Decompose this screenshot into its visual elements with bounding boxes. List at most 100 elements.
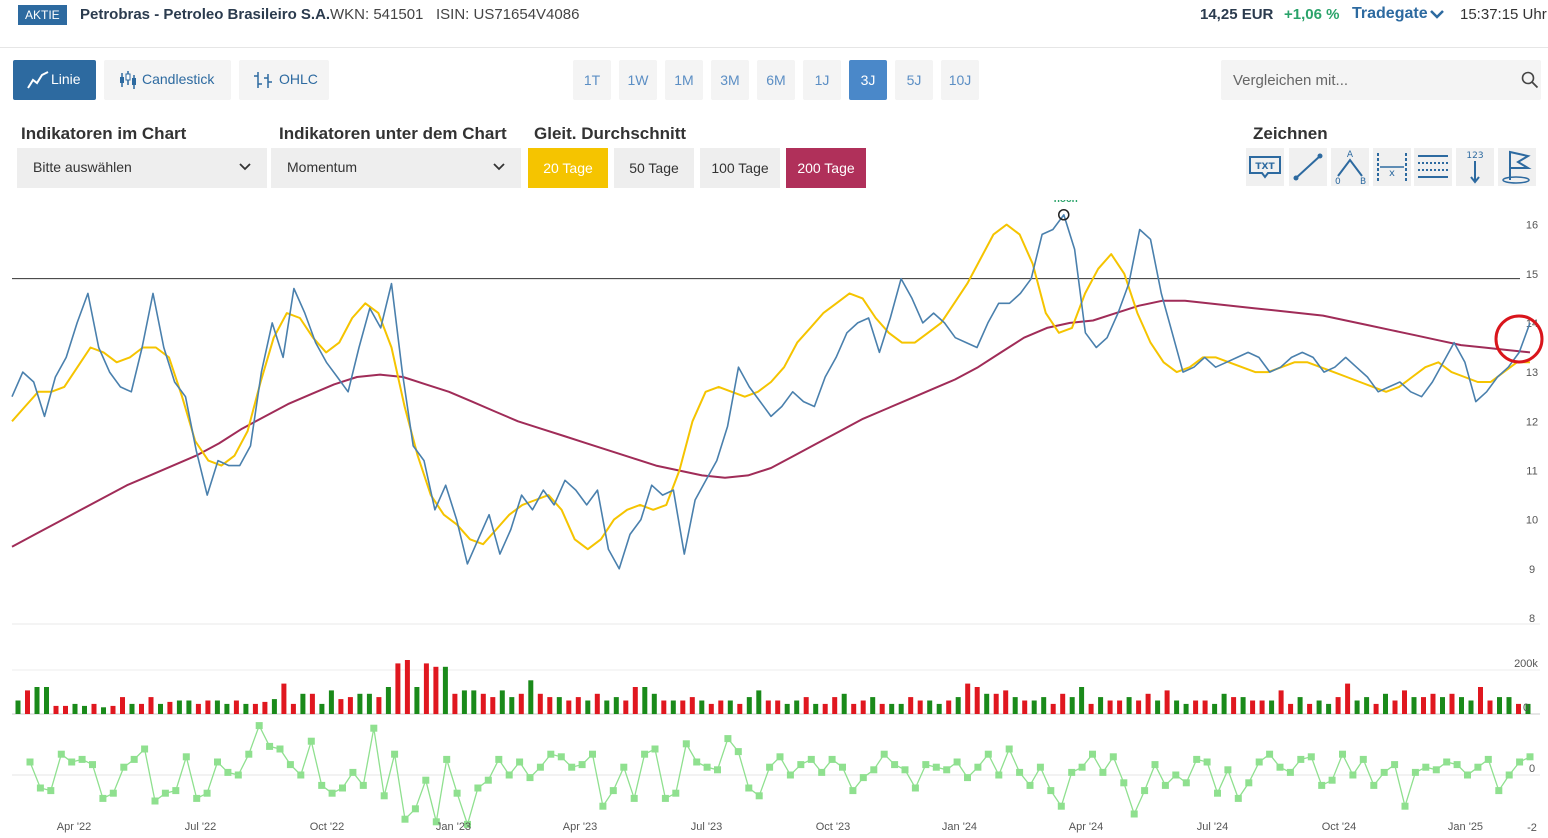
- momentum-point: [505, 771, 513, 779]
- range-3j-button[interactable]: 3J: [849, 60, 887, 100]
- momentum-point: [609, 787, 617, 795]
- momentum-point: [641, 750, 649, 758]
- indicators-below-chart-select[interactable]: Momentum: [271, 148, 521, 188]
- volume-bar: [1117, 700, 1123, 714]
- volume-bar: [1126, 697, 1132, 714]
- momentum-point: [391, 750, 399, 758]
- compare-search: [1221, 60, 1541, 100]
- momentum-axis-tick-label: 0: [1529, 763, 1535, 775]
- range-1m-button[interactable]: 1M: [665, 60, 703, 100]
- momentum-point: [1068, 768, 1076, 776]
- momentum-point: [578, 761, 586, 769]
- draw-grid-button[interactable]: [1414, 148, 1452, 186]
- momentum-point: [359, 781, 367, 789]
- momentum-point: [339, 784, 346, 792]
- high-annotation-label: hoch: [1054, 200, 1078, 205]
- volume-bar: [623, 700, 629, 714]
- svg-text:x: x: [1389, 168, 1395, 179]
- volume-bar: [338, 699, 344, 714]
- volume-bar: [841, 693, 847, 715]
- momentum-point: [89, 761, 96, 769]
- chart-type-candlestick-button[interactable]: Candlestick: [104, 60, 231, 100]
- price-axis-tick-label: 16: [1526, 220, 1538, 232]
- volume-bar: [15, 700, 21, 714]
- volume-bar: [1525, 703, 1531, 714]
- momentum-point: [1172, 771, 1180, 779]
- volume-bar: [233, 700, 239, 714]
- draw-value-button[interactable]: 123: [1456, 148, 1494, 186]
- volume-bar: [699, 700, 705, 714]
- search-icon[interactable]: [1521, 71, 1539, 89]
- volume-bar: [1069, 697, 1075, 714]
- volume-bar: [1459, 697, 1464, 714]
- volume-bar: [34, 687, 40, 714]
- range-5j-button[interactable]: 5J: [895, 60, 933, 100]
- ma-200-button[interactable]: 200 Tage: [786, 148, 866, 188]
- volume-bar: [889, 703, 895, 714]
- draw-fibonacci-button[interactable]: A 0 B: [1331, 148, 1369, 186]
- chart-type-ohlc-button[interactable]: OHLC: [239, 60, 329, 100]
- range-3m-button[interactable]: 3M: [711, 60, 749, 100]
- momentum-point: [1266, 750, 1274, 758]
- momentum-point: [1318, 781, 1326, 789]
- volume-bar: [1088, 703, 1094, 714]
- momentum-point: [1141, 787, 1149, 795]
- volume-bar: [955, 697, 961, 714]
- chevron-down-icon[interactable]: [1430, 9, 1444, 19]
- volume-bar: [566, 700, 572, 714]
- ma-50-button[interactable]: 50 Tage: [614, 148, 694, 188]
- volume-bar: [395, 663, 401, 714]
- momentum-point: [849, 787, 857, 795]
- momentum-point: [328, 789, 336, 797]
- momentum-point: [224, 768, 232, 776]
- momentum-point: [974, 763, 982, 771]
- volume-bar: [1041, 697, 1047, 714]
- volume-bar: [1497, 697, 1502, 714]
- price-line[interactable]: [11, 214, 1531, 570]
- chart-type-label: OHLC: [279, 71, 318, 87]
- range-1w-button[interactable]: 1W: [619, 60, 657, 100]
- draw-line-button[interactable]: [1289, 148, 1327, 186]
- momentum-point: [932, 763, 940, 771]
- drawing-tools-title: Zeichnen: [1253, 124, 1328, 143]
- momentum-point: [620, 763, 628, 771]
- momentum-point: [1339, 750, 1346, 758]
- momentum-point: [807, 755, 815, 763]
- price-axis-tick-label: 9: [1529, 564, 1535, 576]
- volume-bar: [1345, 683, 1351, 714]
- x-axis-tick-label: Jul '24: [1197, 821, 1228, 833]
- volume-bar: [1487, 700, 1493, 714]
- range-1t-button[interactable]: 1T: [573, 60, 611, 100]
- momentum-point: [120, 763, 128, 771]
- compare-input[interactable]: [1221, 60, 1511, 100]
- volume-bar: [139, 703, 144, 714]
- volume-bar: [433, 666, 439, 715]
- volume-bar: [794, 700, 800, 714]
- ma-100-button[interactable]: 100 Tage: [700, 148, 780, 188]
- momentum-point: [557, 753, 565, 761]
- volume-bar: [613, 697, 619, 714]
- momentum-point: [370, 724, 378, 732]
- momentum-point: [26, 758, 34, 766]
- exchange-selector[interactable]: Tradegate: [1352, 5, 1428, 22]
- range-1j-button[interactable]: 1J: [803, 60, 841, 100]
- draw-text-button[interactable]: TXT: [1246, 148, 1284, 186]
- volume-bar: [1316, 700, 1322, 714]
- momentum-point: [1286, 768, 1294, 776]
- draw-flag-button[interactable]: [1498, 148, 1536, 186]
- volume-bar: [1278, 690, 1284, 714]
- volume-bar: [271, 699, 277, 714]
- ma-20-button[interactable]: 20 Tage: [528, 148, 608, 188]
- momentum-point: [109, 789, 117, 797]
- momentum-point: [141, 745, 149, 753]
- momentum-point: [1422, 763, 1430, 771]
- volume-bar: [1364, 697, 1370, 714]
- momentum-point: [47, 787, 55, 795]
- range-10j-button[interactable]: 10J: [941, 60, 979, 100]
- range-6m-button[interactable]: 6M: [757, 60, 795, 100]
- indicators-in-chart-select[interactable]: Bitte auswählen: [17, 148, 267, 188]
- chart-type-line-button[interactable]: Linie: [13, 60, 96, 100]
- draw-measure-button[interactable]: x: [1373, 148, 1411, 186]
- volume-bar: [1012, 697, 1018, 714]
